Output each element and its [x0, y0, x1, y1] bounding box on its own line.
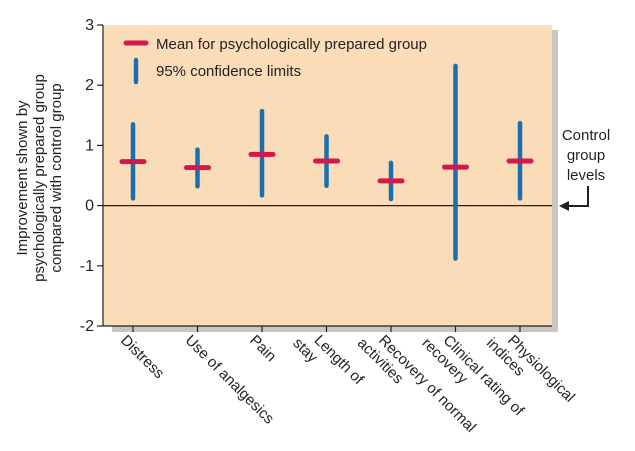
legend: Mean for psychologically prepared group 9… [123, 36, 427, 85]
control-group-annotation: Control group levels [562, 127, 610, 184]
y-tick-label: 0 [85, 198, 94, 215]
annotation-arrow-head [559, 201, 569, 211]
legend-ci-label: 95% confidence limits [156, 63, 301, 80]
x-tick-label: Pain [246, 332, 279, 365]
legend-mean-label: Mean for psychologically prepared group [156, 36, 427, 53]
data-marks [119, 63, 534, 261]
y-tick-label: 1 [85, 137, 94, 154]
y-tick-label: 2 [85, 77, 94, 94]
y-axis-title: Improvement shown bypsychologically prep… [14, 74, 65, 282]
y-tick-label: 3 [85, 17, 94, 34]
y-tick-label: -1 [80, 258, 94, 275]
x-tick-label: Length ofstay [289, 323, 367, 401]
x-tick-label: Physiologicalindices [483, 323, 578, 418]
y-tick-label: -2 [80, 318, 94, 335]
annotation-arrow-line [568, 186, 589, 207]
x-tick-label: Distress [117, 332, 167, 382]
axes: -2 -1 0 1 2 3 [80, 17, 552, 335]
